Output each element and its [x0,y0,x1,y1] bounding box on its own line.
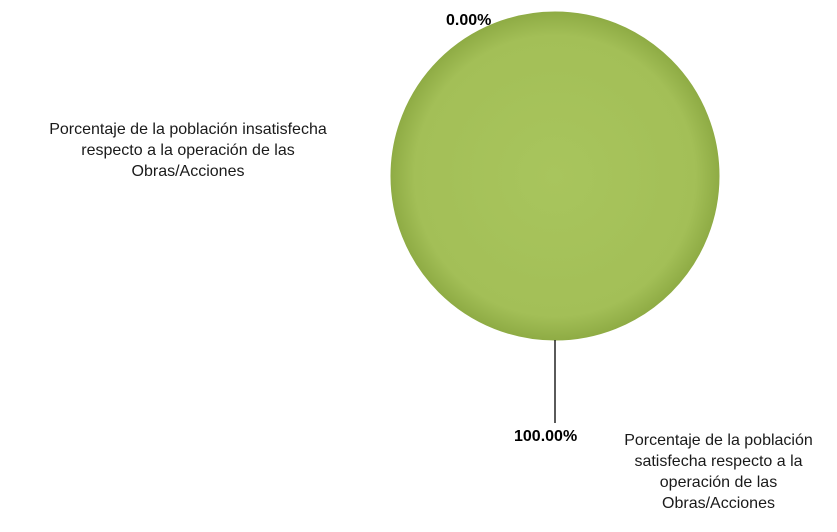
pie-slice-1 [389,10,721,342]
category-label-satisfecha-line1: Porcentaje de la población [624,432,813,449]
category-label-satisfecha-line2: satisfecha respecto a la [634,453,803,470]
data-label-satisfecha-value: 100.00% [514,428,578,445]
category-label-insatisfecha-line3: Obras/Acciones [131,163,245,180]
category-label-insatisfecha-line1: Porcentaje de la población insatisfecha [49,121,327,138]
category-label-satisfecha-line4: Obras/Acciones [662,495,775,512]
category-label-insatisfecha: Porcentaje de la población insatisfecha … [14,119,362,182]
category-label-insatisfecha-line2: respecto a la operación de las [81,142,295,159]
data-label-insatisfecha-value: 0.00% [446,12,492,29]
category-label-satisfecha: Porcentaje de la población satisfecha re… [601,430,836,514]
category-label-satisfecha-line3: operación de las [659,474,778,491]
